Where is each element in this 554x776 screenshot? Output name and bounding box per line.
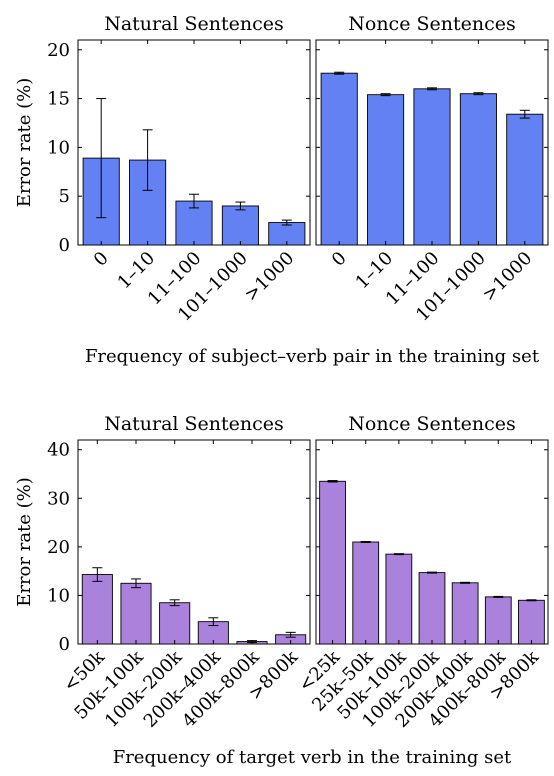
x-tick-label: >1000	[240, 248, 298, 306]
bar	[175, 200, 213, 246]
bar	[413, 88, 451, 246]
bar	[120, 582, 152, 645]
top-x-axis-label: Frequency of subject–verb pair in the tr…	[85, 346, 540, 367]
y-tick-label: 15	[47, 89, 70, 110]
y-tick-label: 0	[59, 634, 70, 655]
y-tick-label: 30	[47, 488, 70, 509]
bar	[385, 553, 413, 645]
panel-title: Nonce Sentences	[348, 413, 515, 435]
bar	[81, 574, 113, 645]
y-tick-label: 10	[47, 137, 70, 158]
bar	[319, 480, 346, 645]
bar	[352, 541, 380, 645]
bar	[367, 94, 405, 246]
panel-title: Nonce Sentences	[348, 13, 515, 35]
panel-3: Natural Sentences 0 10 20 30 40 Error rate (%)…	[14, 413, 311, 732]
bar	[320, 72, 358, 246]
bar	[506, 113, 544, 246]
y-tick-label: 20	[47, 40, 70, 61]
y-tick-label: 5	[59, 186, 70, 207]
x-tick-label: 0	[90, 248, 113, 271]
x-tick-label: >1000	[478, 248, 536, 306]
panel-1: Natural Sentences 0 5 10 15 20 Error rate (%) 0…	[14, 13, 311, 326]
panel-title: Natural Sentences	[104, 413, 284, 435]
y-axis-label: Error rate (%)	[14, 78, 35, 208]
bottom-x-axis-label: Frequency of target verb in the training…	[113, 747, 512, 768]
plot-frame	[77, 439, 311, 645]
bar	[418, 572, 446, 645]
bar	[159, 602, 191, 645]
x-tick-label: 0	[328, 248, 351, 271]
y-tick-label: 20	[47, 537, 70, 558]
y-tick-label: 40	[47, 440, 70, 461]
panels: Natural Sentences 0 5 10 15 20 Error rate (%) 0…	[14, 13, 549, 732]
panel-title: Natural Sentences	[104, 13, 284, 35]
y-axis-label: Error rate (%)	[14, 477, 35, 607]
bar	[451, 582, 479, 645]
panel-4: Nonce Sentences<25k25k–50k50k–100k100k–2…	[295, 413, 549, 732]
y-tick-label: 0	[59, 235, 70, 256]
bar	[518, 599, 545, 645]
y-tick-label: 10	[47, 585, 70, 606]
bar	[484, 596, 512, 645]
bar	[221, 205, 259, 246]
bar	[459, 93, 497, 246]
